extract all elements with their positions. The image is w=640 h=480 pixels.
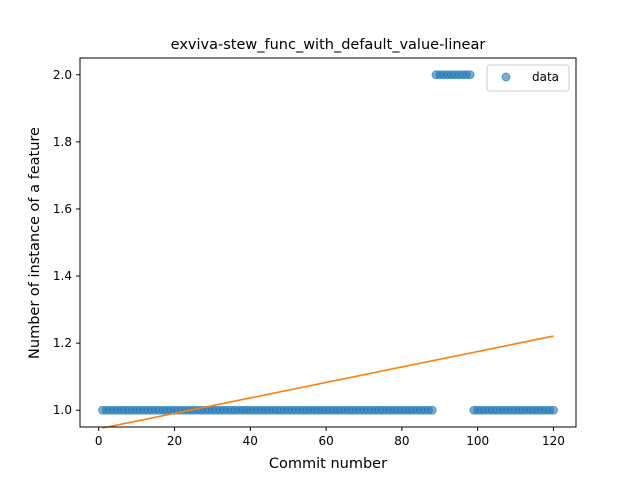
y-tick-label: 1.2 [53,336,72,350]
legend-marker-data [501,72,511,82]
x-tick-label: 60 [318,434,333,448]
series-layer [98,70,558,429]
y-tick-label: 1.8 [53,135,72,149]
chart-title: exviva-stew_func_with_default_value-line… [171,37,486,53]
x-tick-label: 0 [95,434,103,448]
legend-label-data: data [532,70,559,84]
plot-area [80,58,576,427]
x-axis-ticks: 0 20 40 60 80 100 120 [95,427,565,448]
y-tick-label: 2.0 [53,68,72,82]
x-tick-label: 20 [167,434,182,448]
y-tick-label: 1.4 [53,269,72,283]
axes-frame [79,57,577,428]
legend: data [486,64,570,92]
x-tick-label: 40 [243,434,258,448]
data-point [465,70,475,80]
y-tick-label: 1.0 [53,403,72,417]
y-tick-label: 1.6 [53,202,72,216]
x-axis-label: Commit number [269,456,387,472]
legend-box [486,64,570,92]
data-point [427,405,437,415]
trend-line [102,335,554,429]
data-point [548,405,558,415]
y-axis-label: Number of instance of a feature [27,127,43,359]
x-tick-label: 100 [466,434,489,448]
x-tick-label: 120 [542,434,565,448]
y-axis-ticks: 1.0 1.2 1.4 1.6 1.8 2.0 [53,68,80,417]
x-tick-label: 80 [394,434,409,448]
